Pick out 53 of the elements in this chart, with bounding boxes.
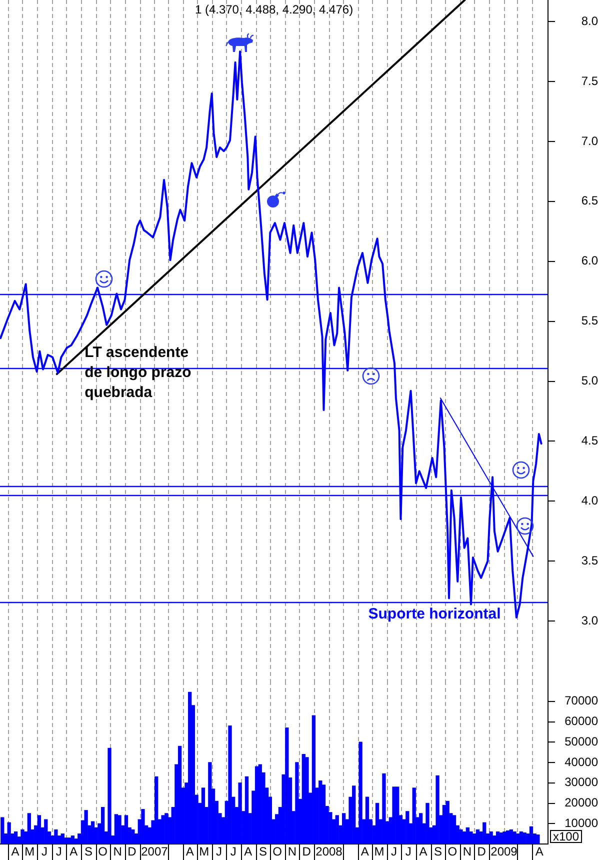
x-tick-label: S [258,844,268,859]
x-tick-label: J [56,844,62,859]
x-tick-label: J [230,844,236,859]
x-tick-label: A [419,844,428,859]
x-tick-label: D [477,844,486,859]
x-tick-label: N [288,844,297,859]
x-tick-label: M [24,844,35,859]
y-tick-label: 20000 [564,796,598,810]
y-tick-label: 8.0 [581,14,598,28]
x-tick-label: J [41,844,48,859]
y-axis-title: x100 [553,829,580,844]
x-tick-label: S [84,844,92,859]
x-tick-label: J [216,844,222,859]
x-tick-label: A [535,844,544,859]
y-tick-label: 7.0 [581,134,598,148]
x-tick-label: M [374,844,384,859]
x-tick-label: O [272,844,282,859]
y-tick-label: 5.5 [581,314,598,328]
x-tick-label: A [70,844,78,859]
y-tick-label: 4.5 [581,434,598,448]
x-tick-label: 2007 [141,844,168,859]
annotation: LT ascendente de longo prazo quebrada [84,344,192,401]
y-tick-label: 5.0 [581,374,598,388]
x-tick-label: M [199,844,210,859]
chart-title: 1 (4.370, 4.488, 4.290, 4.476) [194,2,354,16]
y-tick-label: 50000 [564,734,598,748]
y-tick-label: 60000 [564,714,598,728]
x-tick-label: 2009 [490,844,518,859]
y-tick-label: 70000 [564,694,598,708]
y-tick-label: 40000 [564,754,598,769]
x-tick-label: O [98,844,108,859]
x-tick-label: N [462,844,472,859]
x-tick-label: 2008 [316,844,343,859]
y-tick-label: 3.5 [581,553,598,568]
x-tick-label: A [244,844,252,859]
x-tick-label: J [391,844,398,859]
x-tick-label: J [405,844,412,859]
x-tick-label: N [113,844,122,859]
y-tick-label: 6.5 [581,194,598,208]
x-tick-label: A [11,844,20,859]
x-tick-label: D [128,844,137,859]
y-tick-label: 10000 [564,816,598,830]
x-tick-label: S [434,844,442,859]
x-tick-label: A [360,844,369,859]
y-tick-label: 3.0 [581,613,598,628]
y-tick-label: 4.0 [581,493,598,508]
x-tick-label: O [448,844,458,859]
y-tick-label: 6.0 [581,254,598,268]
ref-line-label: Suporte horizontal [368,606,501,623]
x-tick-label: A [186,844,194,859]
y-tick-label: 30000 [564,775,598,790]
y-tick-label: 7.5 [581,74,598,88]
x-tick-label: D [302,844,312,859]
